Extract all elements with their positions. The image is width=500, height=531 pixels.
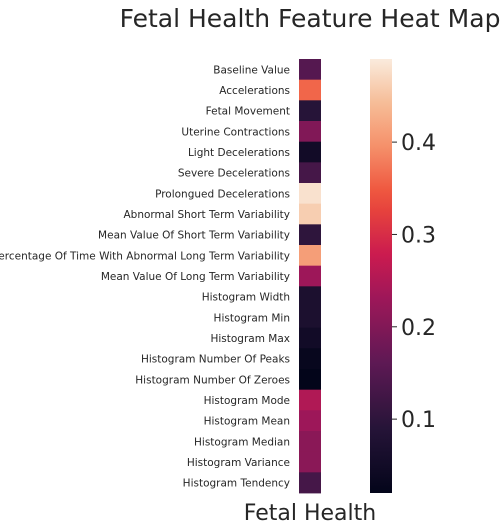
heatmap-cell — [299, 203, 321, 225]
y-tick-label: Histogram Median — [194, 436, 290, 448]
heatmap-cell — [299, 472, 321, 494]
heatmap-cell — [299, 327, 321, 349]
y-tick-label: Light Decelerations — [188, 147, 290, 159]
heatmap-cell — [299, 121, 321, 143]
y-tick-label: Histogram Variance — [187, 457, 290, 469]
heatmap-cell — [299, 431, 321, 453]
heatmap-cell — [299, 307, 321, 329]
colorbar-tick-label: 0.1 — [401, 408, 436, 433]
y-tick-label: Mean Value Of Long Term Variability — [101, 271, 290, 283]
heatmap-cell — [299, 59, 321, 81]
y-tick-label: Abnormal Short Term Variability — [124, 209, 291, 221]
heatmap-cell — [299, 451, 321, 473]
y-tick-label: Histogram Mode — [204, 395, 290, 407]
x-axis-label: Fetal Health — [244, 501, 376, 526]
chart-title: Fetal Health Feature Heat Map — [120, 4, 500, 33]
y-tick-label: Histogram Tendency — [183, 478, 290, 490]
heatmap-rows: Baseline Value Accelerations Fetal Movemen… — [0, 64, 290, 489]
colorbar-tick-label: 0.4 — [401, 131, 436, 156]
heatmap-cell — [299, 183, 321, 205]
y-tick-label: Percentage Of Time With Abnormal Long Te… — [0, 250, 290, 262]
y-tick-label: Accelerations — [219, 85, 290, 97]
heatmap-cell — [299, 286, 321, 308]
heatmap-cell — [299, 100, 321, 122]
heatmap-cell — [299, 348, 321, 370]
heatmap-cell — [299, 369, 321, 391]
heatmap-cell — [299, 410, 321, 432]
y-tick-label: Histogram Width — [202, 292, 290, 304]
colorbar-tick-label: 0.3 — [401, 223, 436, 248]
y-tick-label: Mean Value Of Short Term Variability — [98, 230, 290, 242]
heatmap-cell — [299, 141, 321, 163]
y-tick-label: Histogram Number Of Zeroes — [135, 374, 290, 386]
colorbar-tick-label: 0.2 — [401, 316, 436, 341]
y-tick-label: Histogram Mean — [204, 416, 290, 428]
y-tick-label: Histogram Min — [214, 312, 290, 324]
y-tick-label: Baseline Value — [213, 64, 290, 76]
heatmap-cell — [299, 245, 321, 267]
heatmap-cell — [299, 265, 321, 287]
colorbar-ticks: 0.1 0.2 0.3 0.4 — [392, 131, 436, 433]
colorbar — [370, 59, 392, 493]
y-tick-label: Severe Decelerations — [178, 168, 290, 180]
heatmap-cell — [299, 162, 321, 184]
y-tick-label: Fetal Movement — [206, 106, 290, 118]
heatmap-cells — [299, 59, 321, 494]
y-tick-label: Histogram Max — [210, 333, 290, 345]
y-tick-label: Histogram Number Of Peaks — [141, 354, 290, 366]
heatmap-cell — [299, 389, 321, 411]
y-tick-label: Uterine Contractions — [181, 126, 290, 138]
heatmap-cell — [299, 79, 321, 101]
y-tick-label: Prolongued Decelerations — [155, 188, 290, 200]
heatmap-cell — [299, 224, 321, 246]
